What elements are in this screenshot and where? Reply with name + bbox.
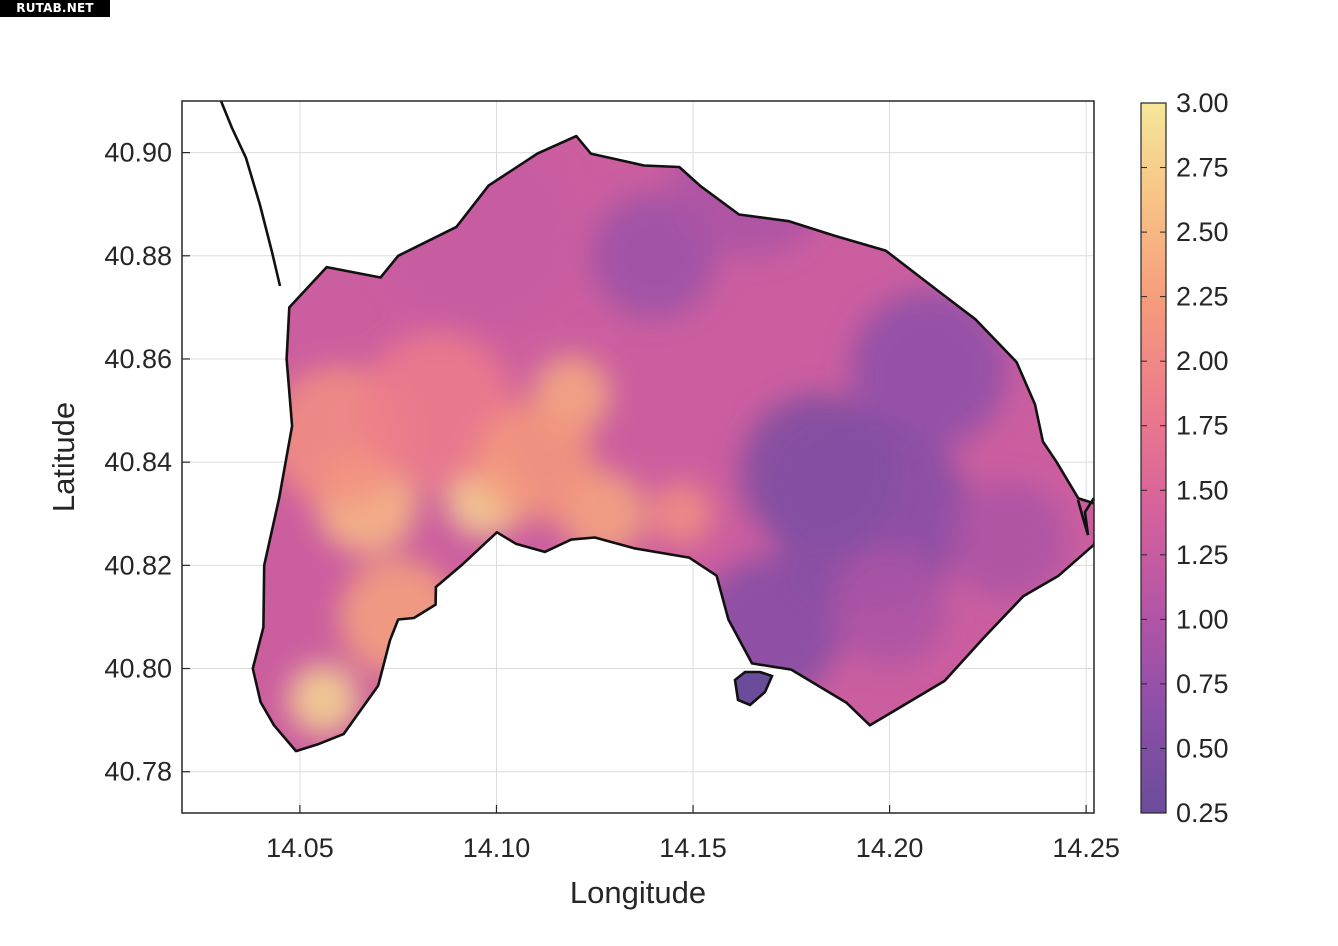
y-tick-label: 40.90 (104, 138, 172, 168)
colorbar-tick-label: 0.50 (1176, 733, 1229, 763)
heat-blob (649, 482, 713, 546)
colorbar-tick-label: 3.00 (1176, 88, 1229, 118)
x-tick-label: 14.10 (463, 833, 531, 863)
x-tick-label: 14.25 (1052, 833, 1120, 863)
x-axis-ticks: 14.05 14.10 14.15 14.20 14.25 (266, 805, 1120, 863)
watermark: RUTAB.NET (0, 0, 110, 17)
heatmap-surface (219, 101, 1094, 753)
plot-frame (181, 100, 1095, 814)
islet (733, 670, 774, 707)
heat-blob (378, 136, 576, 329)
heat-blob (339, 557, 458, 676)
y-tick-label: 40.84 (104, 447, 172, 477)
colorbar-tick-label: 1.50 (1176, 475, 1229, 505)
heat-blob (288, 664, 359, 735)
y-tick-label: 40.88 (104, 241, 172, 271)
coastline (251, 134, 1094, 753)
heat-blob (948, 480, 1067, 599)
x-tick-label: 14.20 (856, 833, 924, 863)
x-axis-label: Longitude (570, 875, 706, 910)
x-tick-label: 14.05 (266, 833, 334, 863)
heat-blob (590, 192, 717, 319)
y-tick-label: 40.86 (104, 344, 172, 374)
colorbar-tick-label: 2.00 (1176, 346, 1229, 376)
y-tick-label: 40.78 (104, 757, 172, 787)
heat-blob (830, 547, 949, 666)
y-axis-label: Latitude (46, 402, 81, 512)
colorbar-tick-label: 1.00 (1176, 604, 1229, 634)
colorbar (1140, 102, 1167, 814)
heat-blob (850, 290, 1008, 448)
coastline-east (1076, 497, 1094, 536)
colorbar-tick-label: 1.25 (1176, 540, 1229, 570)
colorbar-tick-label: 2.75 (1176, 153, 1229, 183)
colorbar-tick-label: 2.25 (1176, 282, 1229, 312)
colorbar-tick-label: 2.50 (1176, 217, 1229, 247)
heat-blob (358, 331, 517, 490)
colorbar-tick-label: 1.75 (1176, 411, 1229, 441)
heat-blob (673, 136, 831, 257)
y-axis-ticks: 40.78 40.80 40.82 40.84 40.86 40.88 40.90 (104, 138, 190, 787)
y-tick-label: 40.82 (104, 550, 172, 580)
y-tick-label: 40.80 (104, 654, 172, 684)
colorbar-tick-label: 0.75 (1176, 669, 1229, 699)
colorbar-tick-label: 0.25 (1176, 798, 1229, 828)
heat-blob (476, 403, 595, 522)
coastline-north (219, 101, 282, 287)
x-tick-label: 14.15 (659, 833, 727, 863)
colorbar-ticks: 0.25 0.50 0.75 1.00 1.25 1.50 1.75 2.00 2.25 2.50… (1141, 88, 1229, 828)
